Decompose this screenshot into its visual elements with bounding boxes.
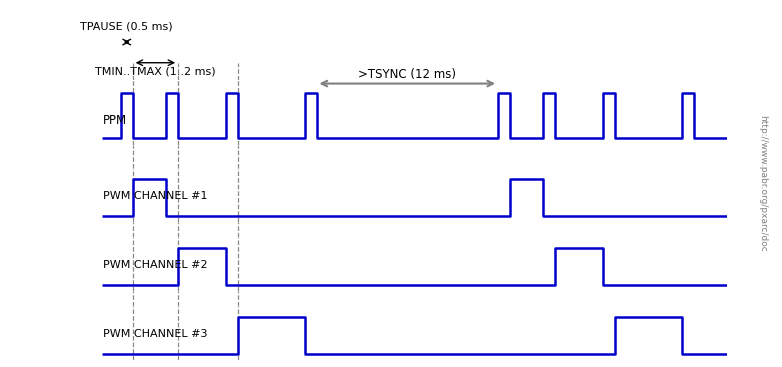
Text: PWM CHANNEL #1: PWM CHANNEL #1 — [103, 191, 207, 201]
Text: http://www.pabr.org/pxarc/doc: http://www.pabr.org/pxarc/doc — [758, 115, 767, 252]
Text: PWM CHANNEL #3: PWM CHANNEL #3 — [103, 329, 207, 339]
Text: PPM: PPM — [103, 114, 127, 127]
Text: >TSYNC (12 ms): >TSYNC (12 ms) — [358, 68, 456, 81]
Text: PWM CHANNEL #2: PWM CHANNEL #2 — [103, 260, 208, 270]
Text: TPAUSE (0.5 ms): TPAUSE (0.5 ms) — [81, 22, 173, 32]
Text: TMIN..TMAX (1..2 ms): TMIN..TMAX (1..2 ms) — [95, 66, 216, 76]
